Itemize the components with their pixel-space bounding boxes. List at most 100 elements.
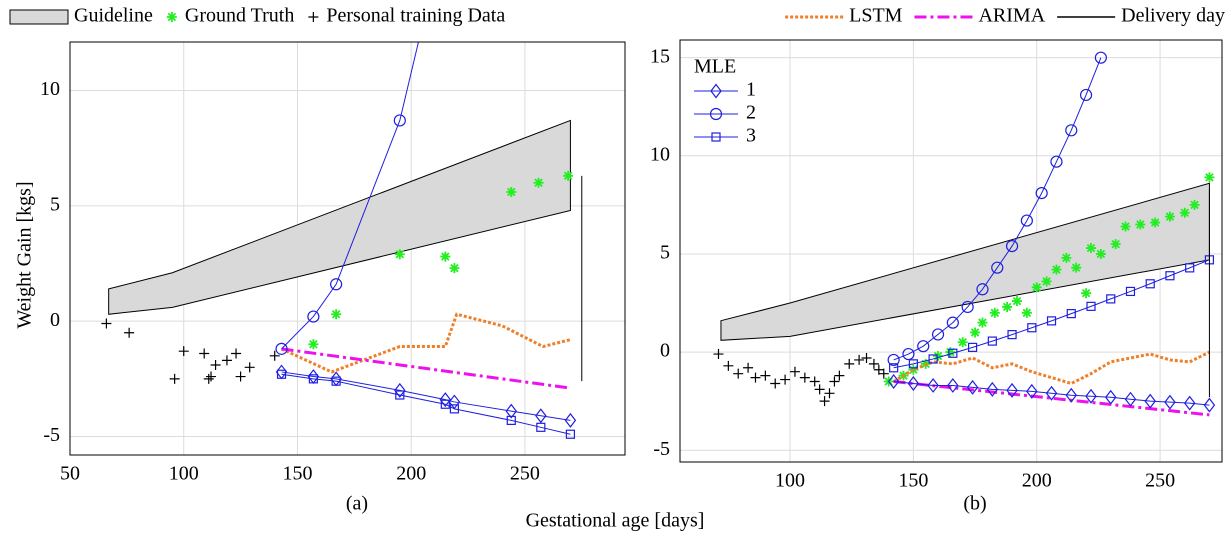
marker [199,348,210,359]
marker [505,403,518,419]
plot-frame [69,41,626,456]
marker [564,412,577,428]
series-line [281,347,571,390]
marker [169,373,180,384]
x-tick-label: 200 [1022,470,1052,492]
marker [991,261,1004,274]
series-line [893,380,1210,417]
marker [1094,51,1107,64]
marker [986,381,999,397]
marker [178,346,189,357]
marker [235,371,246,382]
marker [231,348,242,359]
marker [439,392,452,408]
series-line [893,259,1210,369]
marker [799,372,810,383]
marker [1124,391,1137,407]
y-tick-label: -5 [43,424,60,446]
marker [206,371,217,382]
marker [440,251,451,262]
marker [1002,301,1013,312]
marker [814,384,825,395]
marker [395,390,405,400]
guideline-band [720,182,1210,341]
marker [101,318,112,329]
marker [1051,264,1062,275]
y-tick-label: 0 [660,340,670,362]
plot-frame [679,39,1223,463]
marker [987,336,997,346]
plot-area [101,42,583,439]
series-line [281,371,571,421]
marker [1183,395,1196,411]
marker [733,368,744,379]
marker [506,415,516,425]
marker [1066,309,1076,319]
x-tick-label: 250 [510,463,540,485]
marker [449,404,460,414]
marker [1203,397,1216,413]
marker [933,351,944,362]
marker [535,408,547,424]
marker [308,374,318,384]
marker [970,327,981,338]
marker [780,374,791,385]
marker [331,376,341,386]
caption: (b) [963,493,986,515]
marker [393,114,406,127]
marker [760,370,771,381]
marker [308,12,319,22]
guideline-band [108,119,571,315]
series-line [281,42,419,350]
marker [308,339,319,350]
x-tick-label: 100 [169,463,199,485]
marker [1179,207,1190,218]
y-axis-label: Weight Gain [kgs] [14,181,36,328]
marker [1065,124,1078,137]
marker [1046,316,1057,326]
marker [331,309,342,320]
marker [1006,382,1018,398]
marker [1110,239,1121,250]
marker [1005,239,1019,253]
marker [1104,389,1117,405]
marker [1086,243,1096,254]
y-tick-label: 15 [650,45,670,67]
x-tick-label: 50 [60,463,80,485]
marker [789,366,800,377]
marker [1204,172,1215,183]
marker [124,327,135,338]
marker [1189,199,1200,210]
marker [844,358,855,369]
marker [1079,88,1093,102]
marker [394,249,405,260]
marker [907,376,920,391]
marker [1120,221,1131,232]
marker [394,382,406,398]
legend-label: Delivery day [1121,5,1225,27]
marker [976,283,989,296]
x-tick-label: 200 [396,463,426,485]
marker [743,362,754,373]
legend-label: Guideline [74,5,153,27]
marker [269,350,280,361]
marker [917,340,930,353]
marker [1020,214,1033,227]
y-tick-label: 0 [50,309,60,331]
marker [1164,211,1175,222]
marker [1086,301,1096,311]
marker [1065,387,1078,403]
marker [1185,263,1195,273]
marker [1035,186,1048,200]
marker [1007,330,1017,340]
marker [330,278,343,291]
marker [307,310,320,323]
marker [961,300,974,314]
marker [947,377,959,393]
x-tick-label: 150 [898,470,928,492]
marker [449,263,460,274]
marker [829,376,840,387]
marker [1135,219,1146,230]
series-line [281,373,571,435]
x-tick-label: 250 [1145,470,1175,492]
